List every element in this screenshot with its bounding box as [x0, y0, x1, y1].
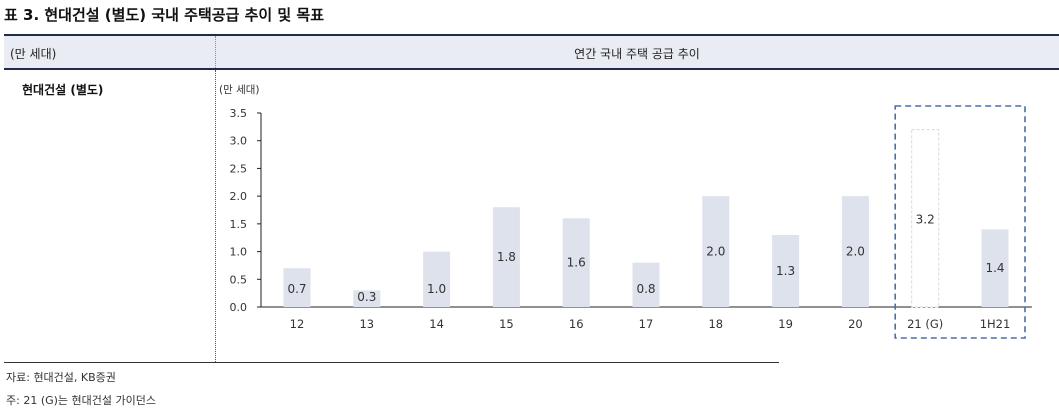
y-tick-label: 3.0: [230, 135, 248, 148]
bar-data-label: 0.7: [287, 282, 306, 296]
header-divider: [215, 36, 216, 68]
column-divider: [215, 70, 216, 362]
x-tick-label: 19: [778, 317, 793, 331]
y-tick-label: 2.0: [230, 190, 248, 203]
header-chart-title: 연간 국내 주택 공급 추이: [574, 47, 700, 61]
x-tick-label: 14: [429, 317, 444, 331]
x-tick-label: 16: [569, 317, 584, 331]
bar-data-label: 1.3: [776, 264, 795, 278]
x-tick-label: 13: [359, 317, 374, 331]
bar: [841, 196, 869, 307]
table-bottom-rule: [4, 362, 779, 363]
y-tick-label: 0.0: [230, 301, 248, 314]
x-tick-label: 21 (G): [907, 317, 943, 331]
bar-data-label: 0.3: [357, 290, 376, 304]
bar: [562, 218, 590, 307]
bar-data-label: 3.2: [916, 213, 935, 227]
bar: [702, 196, 730, 307]
source-note: 자료: 현대건설, KB증권: [6, 371, 116, 384]
bar: [632, 262, 660, 307]
x-tick-label: 20: [848, 317, 863, 331]
bar: [981, 229, 1009, 307]
bar-data-label: 1.6: [567, 256, 586, 270]
bar-data-label: 1.4: [985, 261, 1004, 275]
table-header-row: (만 세대) 연간 국내 주택 공급 추이: [4, 34, 1059, 70]
bar-data-label: 2.0: [706, 245, 725, 259]
guidance-highlight-box: [894, 105, 1026, 339]
y-tick-label: 2.5: [230, 162, 248, 175]
x-tick-label: 15: [499, 317, 514, 331]
x-tick-label: 18: [708, 317, 723, 331]
bar-data-label: 2.0: [846, 245, 865, 259]
bar: [492, 207, 520, 307]
footnote: 주: 21 (G)는 현대건설 가이던스: [6, 394, 156, 407]
header-unit-label: (만 세대): [10, 47, 57, 61]
row-label-company: 현대건설 (별도): [22, 83, 104, 97]
bar-data-label: 1.0: [427, 282, 446, 296]
bar-data-label: 0.8: [636, 282, 655, 296]
bar: [423, 251, 451, 307]
y-tick-label: 3.5: [230, 107, 248, 120]
y-tick-label: 1.0: [230, 246, 248, 259]
bar: [353, 290, 381, 307]
x-tick-label: 1H21: [980, 317, 1011, 331]
bar: [911, 129, 940, 308]
table-title: 표 3. 현대건설 (별도) 국내 주택공급 추이 및 목표: [4, 6, 325, 24]
x-tick-label: 12: [290, 317, 305, 331]
y-tick-label: 1.5: [230, 218, 248, 231]
x-tick-label: 17: [639, 317, 654, 331]
bar: [283, 268, 311, 307]
bar: [772, 234, 800, 307]
bar-data-label: 1.8: [497, 250, 516, 264]
bar-chart: (만 세대) 0.0 0.5 1.0 1.5 2.0 2.5 3.0 3.5 0.7 12 0.3 13…: [219, 84, 1032, 339]
y-tick-label: 0.5: [230, 273, 248, 286]
y-axis-unit-label: (만 세대): [219, 84, 260, 96]
